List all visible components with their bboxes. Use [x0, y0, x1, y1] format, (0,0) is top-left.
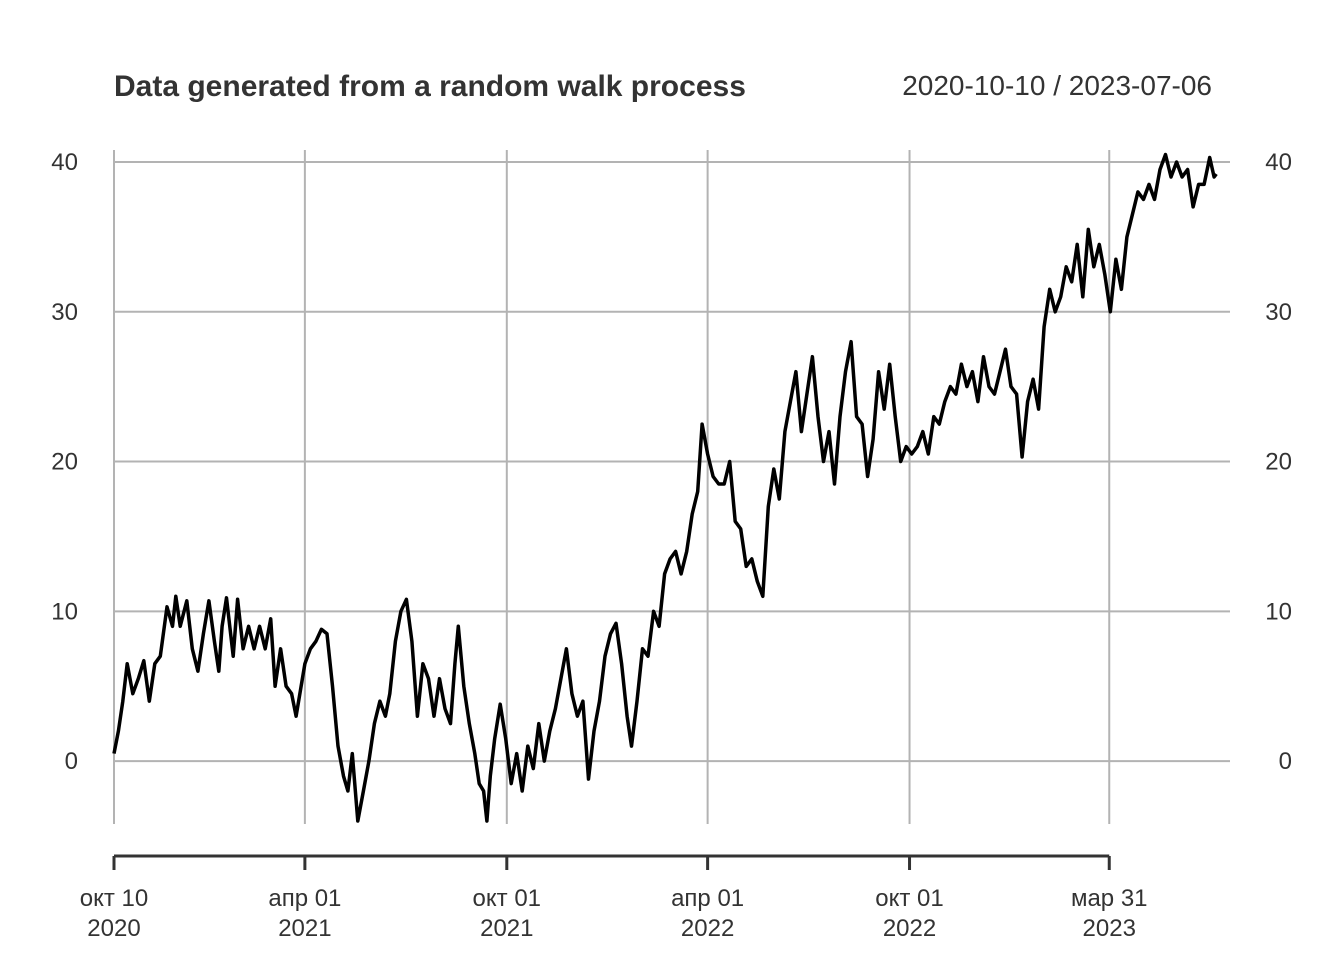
- series-line: [112, 152, 1218, 823]
- y-tick-label-left-20: 20: [51, 449, 78, 476]
- x-tick-year-2020-10-10: 2020: [87, 915, 140, 942]
- x-tick-label-2022-10-01: окт 01: [875, 885, 943, 912]
- x-tick-year-2021-04-01: 2021: [278, 915, 331, 942]
- y-tick-label-right-30: 30: [1265, 299, 1292, 326]
- y-tick-label-right-20: 20: [1265, 449, 1292, 476]
- x-tick-label-2023-03-31: мар 31: [1071, 885, 1148, 912]
- x-tick-label-2022-04-01: апр 01: [671, 885, 744, 912]
- y-tick-label-right-40: 40: [1265, 149, 1292, 176]
- y-tick-label-left-10: 10: [51, 598, 78, 625]
- x-tick-year-2022-04-01: 2022: [681, 915, 734, 942]
- y-tick-label-right-10: 10: [1265, 598, 1292, 625]
- x-tick-label-2021-10-01: окт 01: [473, 885, 541, 912]
- y-tick-label-left-40: 40: [51, 149, 78, 176]
- x-tick-year-2021-10-01: 2021: [480, 915, 533, 942]
- y-axis-labels: 0 0 10 10 20 20 30 30 40 40: [51, 149, 1292, 775]
- y-tick-label-left-0: 0: [65, 748, 78, 775]
- x-axis: окт 10 2020 апр 01 2021 окт 01 2021 апр 01 2022…: [80, 854, 1148, 942]
- date-range-label: 2020-10-10 / 2023-07-06: [902, 70, 1212, 101]
- grid: [113, 150, 1230, 824]
- x-tick-year-2023-03-31: 2023: [1083, 915, 1136, 942]
- y-tick-label-left-30: 30: [51, 299, 78, 326]
- x-tick-label-2021-04-01: апр 01: [268, 885, 341, 912]
- chart-title: Data generated from a random walk proces…: [114, 70, 746, 103]
- x-tick-label-2020-10-10: окт 10: [80, 885, 148, 912]
- y-tick-label-right-0: 0: [1279, 748, 1292, 775]
- x-tick-year-2022-10-01: 2022: [883, 915, 936, 942]
